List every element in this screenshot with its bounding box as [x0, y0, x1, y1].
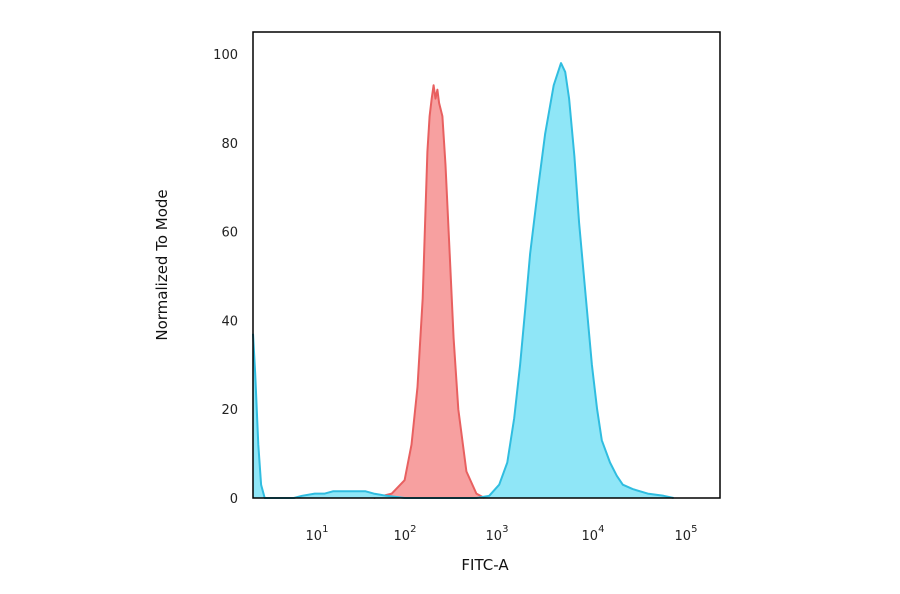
x-tick-label: 103: [486, 524, 509, 544]
x-tick-label: 104: [582, 524, 605, 544]
y-tick-label: 20: [221, 403, 238, 418]
x-tick-label: 102: [394, 524, 417, 544]
y-axis-title: Normalized To Mode: [153, 189, 171, 340]
y-tick-label: 0: [230, 492, 238, 507]
x-axis-title: FITC-A: [461, 556, 509, 574]
histogram-2-fill: [253, 63, 674, 498]
y-tick-label: 100: [213, 48, 238, 63]
y-axis-ticks: 0 20 40 60 80 100: [213, 48, 238, 507]
plot-frame: [252, 31, 721, 499]
histogram-2-line: [252, 62, 674, 499]
y-tick-label: 40: [221, 314, 238, 329]
x-axis-ticks: 101 102 103 104 105: [306, 524, 698, 544]
plot-area: [252, 62, 674, 499]
x-tick-label: 101: [306, 524, 329, 544]
x-tick-label: 105: [675, 524, 698, 544]
y-tick-label: 80: [221, 137, 238, 152]
histogram-1-fill: [373, 85, 485, 499]
histogram-1-line: [373, 84, 485, 499]
y-tick-label: 60: [221, 226, 238, 241]
